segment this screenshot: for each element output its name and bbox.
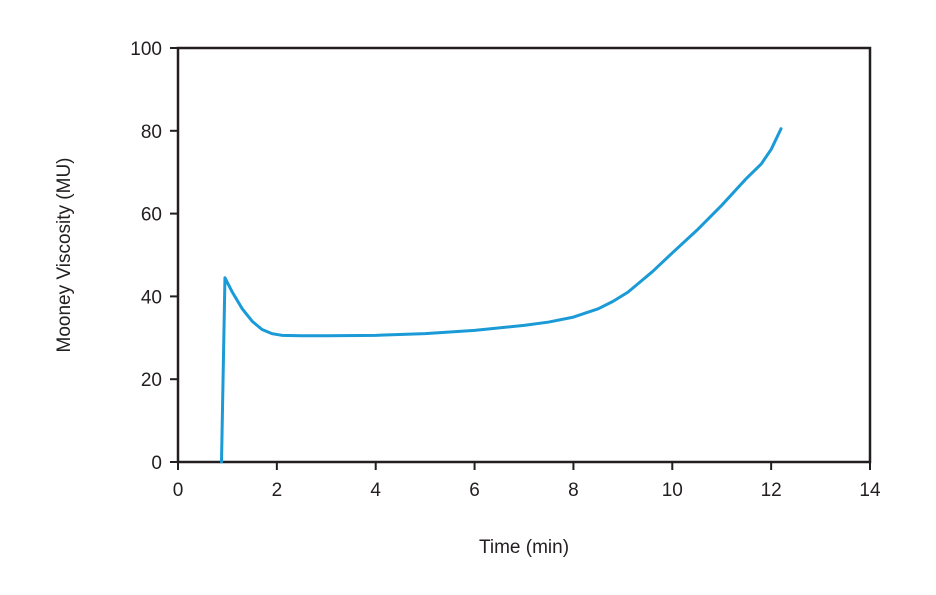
y-tick-label: 60	[141, 205, 162, 226]
x-tick-label: 4	[370, 480, 381, 501]
x-axis-label: Time (min)	[479, 537, 569, 558]
y-tick-label: 20	[141, 370, 162, 391]
y-tick-label: 40	[141, 287, 162, 308]
y-tick-label: 80	[141, 122, 162, 143]
x-tick-label: 2	[272, 480, 283, 501]
y-tick-label: 0	[151, 453, 162, 474]
x-tick-label: 14	[859, 480, 881, 501]
x-tick-label: 10	[662, 480, 683, 501]
x-tick-label: 0	[173, 480, 184, 501]
axes	[176, 46, 872, 464]
x-tick-label: 8	[568, 480, 579, 501]
y-tick-label: 100	[130, 39, 162, 60]
ticks: 0 2 4 6 8 10 12 14 0 20 40 60 80 100	[130, 39, 881, 501]
plot-frame	[176, 46, 872, 464]
series	[220, 127, 783, 464]
x-tick-label: 12	[761, 480, 782, 501]
series-line	[220, 127, 783, 464]
y-axis-label: Mooney Viscosity (MU)	[54, 158, 75, 353]
x-tick-label: 6	[469, 480, 480, 501]
